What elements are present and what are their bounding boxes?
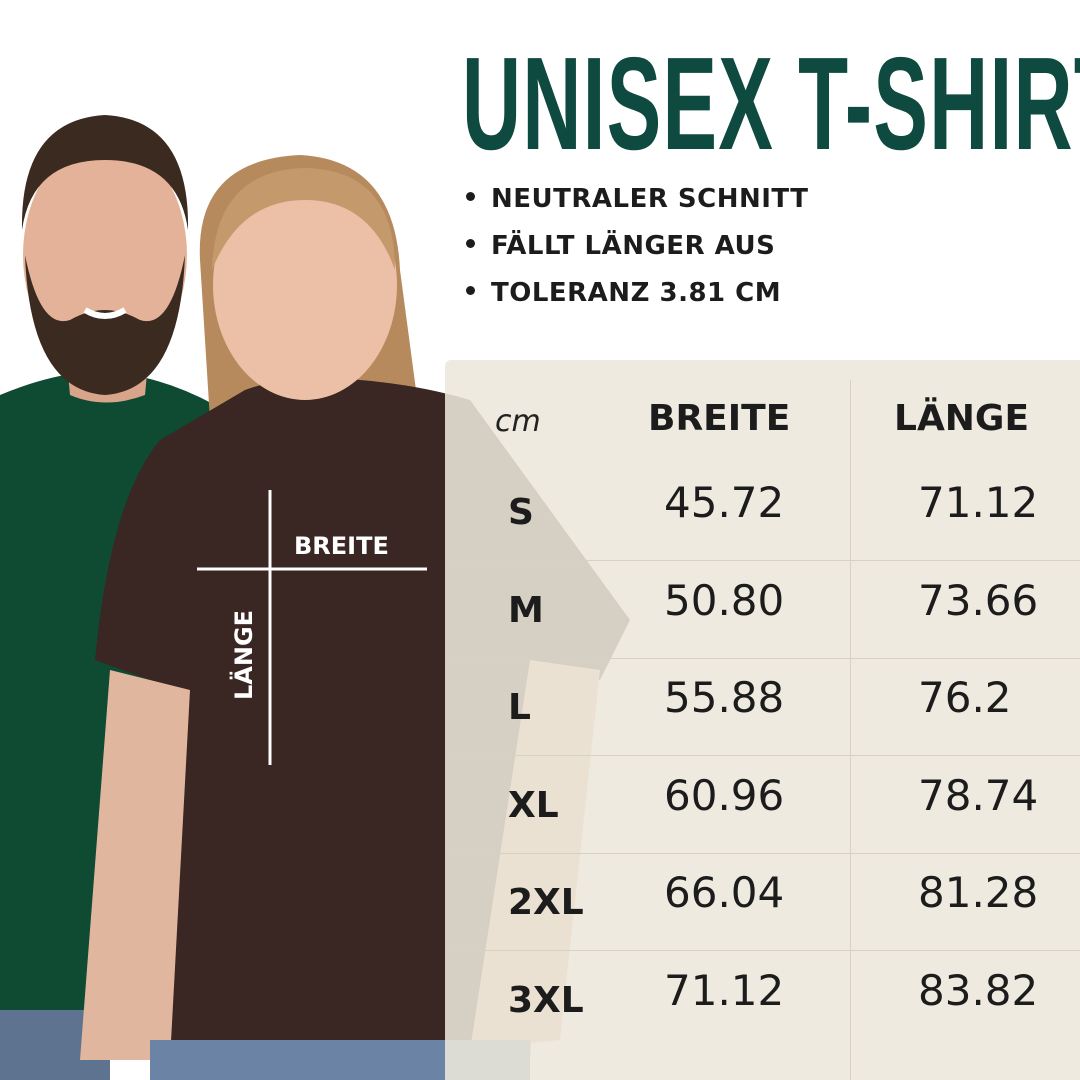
breite-value: 66.04: [664, 868, 785, 917]
bullet-text: TOLERANZ 3.81 CM: [491, 278, 782, 308]
bullet-item: TOLERANZ 3.81 CM: [466, 278, 781, 308]
size-label: S: [508, 492, 534, 533]
unit-label: cm: [495, 404, 541, 439]
laenge-value: 76.2: [918, 673, 1012, 722]
laenge-value: 73.66: [918, 576, 1039, 625]
size-label: M: [508, 590, 544, 631]
row-divider: [445, 658, 1080, 659]
breite-value: 55.88: [664, 673, 785, 722]
bullet-text: NEUTRALER SCHNITT: [491, 184, 809, 214]
page-title: UNISEX T-SHIRT: [462, 30, 1080, 177]
breite-value: 60.96: [664, 771, 785, 820]
size-table-panel: [445, 360, 1080, 1080]
row-divider: [445, 560, 1080, 561]
laenge-measure-label: LÄNGE: [230, 609, 258, 700]
breite-value: 50.80: [664, 576, 785, 625]
bullet-item: FÄLLT LÄNGER AUS: [466, 231, 775, 261]
laenge-value: 78.74: [918, 771, 1039, 820]
header-breite: BREITE: [648, 398, 791, 439]
size-label: 3XL: [508, 980, 584, 1021]
size-label: XL: [508, 785, 559, 826]
size-label: L: [508, 687, 531, 728]
bullet-dot-icon: [466, 239, 475, 248]
breite-value: 45.72: [664, 478, 785, 527]
bullet-dot-icon: [466, 192, 475, 201]
row-divider: [445, 755, 1080, 756]
laenge-value: 81.28: [918, 868, 1039, 917]
bullet-item: NEUTRALER SCHNITT: [466, 184, 808, 214]
size-label: 2XL: [508, 882, 584, 923]
laenge-value: 83.82: [918, 966, 1039, 1015]
bullet-dot-icon: [466, 286, 475, 295]
breite-value: 71.12: [664, 966, 785, 1015]
bullet-text: FÄLLT LÄNGER AUS: [491, 231, 776, 261]
row-divider: [445, 950, 1080, 951]
breite-measure-label: BREITE: [294, 532, 389, 560]
column-divider: [850, 380, 851, 1080]
laenge-value: 71.12: [918, 478, 1039, 527]
row-divider: [445, 853, 1080, 854]
header-laenge: LÄNGE: [894, 398, 1030, 439]
